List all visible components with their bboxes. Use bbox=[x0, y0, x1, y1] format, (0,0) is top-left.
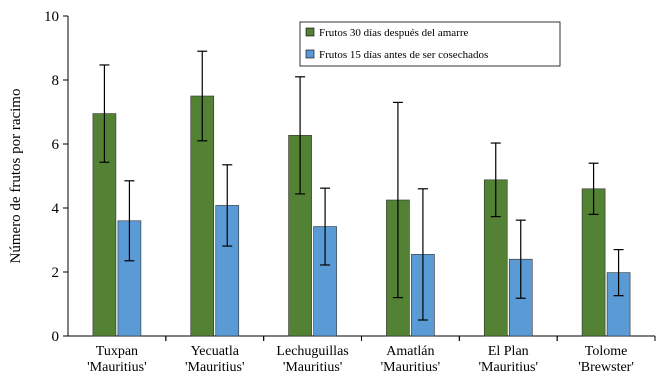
x-tick-label: 'Mauritius' bbox=[87, 360, 147, 375]
y-tick-label: 0 bbox=[52, 329, 60, 345]
x-tick-label: Tuxpan bbox=[96, 344, 138, 359]
x-tick-label: 'Mauritius' bbox=[479, 360, 539, 375]
legend-swatch-series-1 bbox=[305, 49, 315, 59]
y-tick-label: 8 bbox=[52, 73, 60, 89]
y-tick-label: 10 bbox=[44, 9, 59, 25]
y-tick-label: 4 bbox=[52, 201, 60, 217]
error-bars bbox=[99, 50, 624, 321]
legend: Frutos 30 días después del amarre Frutos… bbox=[299, 21, 561, 67]
legend-box bbox=[299, 21, 561, 67]
y-tick-label: 2 bbox=[52, 265, 60, 281]
x-tick-label: El Plan bbox=[488, 344, 529, 359]
y-axis-label: Número de frutos por racimo bbox=[8, 89, 24, 264]
x-tick-label: 'Mauritius' bbox=[381, 360, 441, 375]
x-tick-label: 'Brewster' bbox=[578, 360, 634, 375]
legend-label-series-1: Frutos 15 días antes de ser cosechados bbox=[319, 49, 488, 61]
x-axis: Tuxpan'Mauritius'Yecuatla'Mauritius'Lech… bbox=[68, 335, 656, 375]
x-tick-label: Amatlán bbox=[386, 344, 434, 359]
x-tick-label: Lechuguillas bbox=[276, 344, 348, 359]
bars bbox=[92, 95, 631, 337]
x-tick-label: Tolome bbox=[585, 344, 628, 359]
x-tick-label: 'Mauritius' bbox=[185, 360, 245, 375]
legend-label-series-0: Frutos 30 días después del amarre bbox=[319, 27, 468, 39]
x-tick-label: 'Mauritius' bbox=[283, 360, 343, 375]
y-tick-label: 6 bbox=[52, 137, 60, 153]
legend-swatch-series-0 bbox=[305, 27, 315, 37]
x-tick-label: Yecuatla bbox=[191, 344, 240, 359]
y-axis: 0 2 4 6 8 10 bbox=[44, 9, 69, 345]
